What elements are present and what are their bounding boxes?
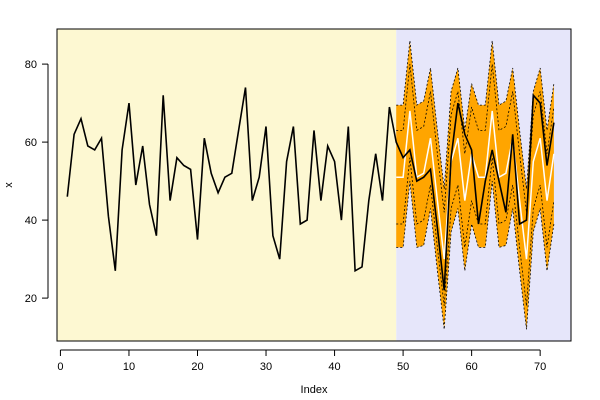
x-tick-label: 40 [328, 361, 340, 373]
x-axis-title: Index [301, 384, 328, 396]
y-tick-label: 20 [25, 293, 37, 305]
observed-region [57, 29, 397, 341]
actual-line [66, 87, 555, 291]
axes: 0 10 20 30 40 50 60 70 20 40 60 80 [25, 59, 547, 373]
y-tick-label: 80 [25, 59, 37, 71]
forecast-line [396, 110, 555, 260]
x-tick-label: 10 [123, 361, 135, 373]
x-tick-label: 20 [191, 361, 203, 373]
lower-80-line [396, 157, 555, 306]
y-tick-label: 40 [25, 215, 37, 227]
plot-frame [56, 28, 572, 342]
y-axis-title: x [3, 182, 15, 188]
data-series [66, 87, 555, 291]
x-tick-label: 60 [466, 361, 478, 373]
upper-80-line [396, 64, 555, 213]
x-tick-label: 30 [260, 361, 272, 373]
y-tick-label: 60 [25, 137, 37, 149]
x-tick-label: 70 [534, 361, 546, 373]
x-tick-label: 0 [57, 361, 63, 373]
x-tick-label: 50 [397, 361, 409, 373]
